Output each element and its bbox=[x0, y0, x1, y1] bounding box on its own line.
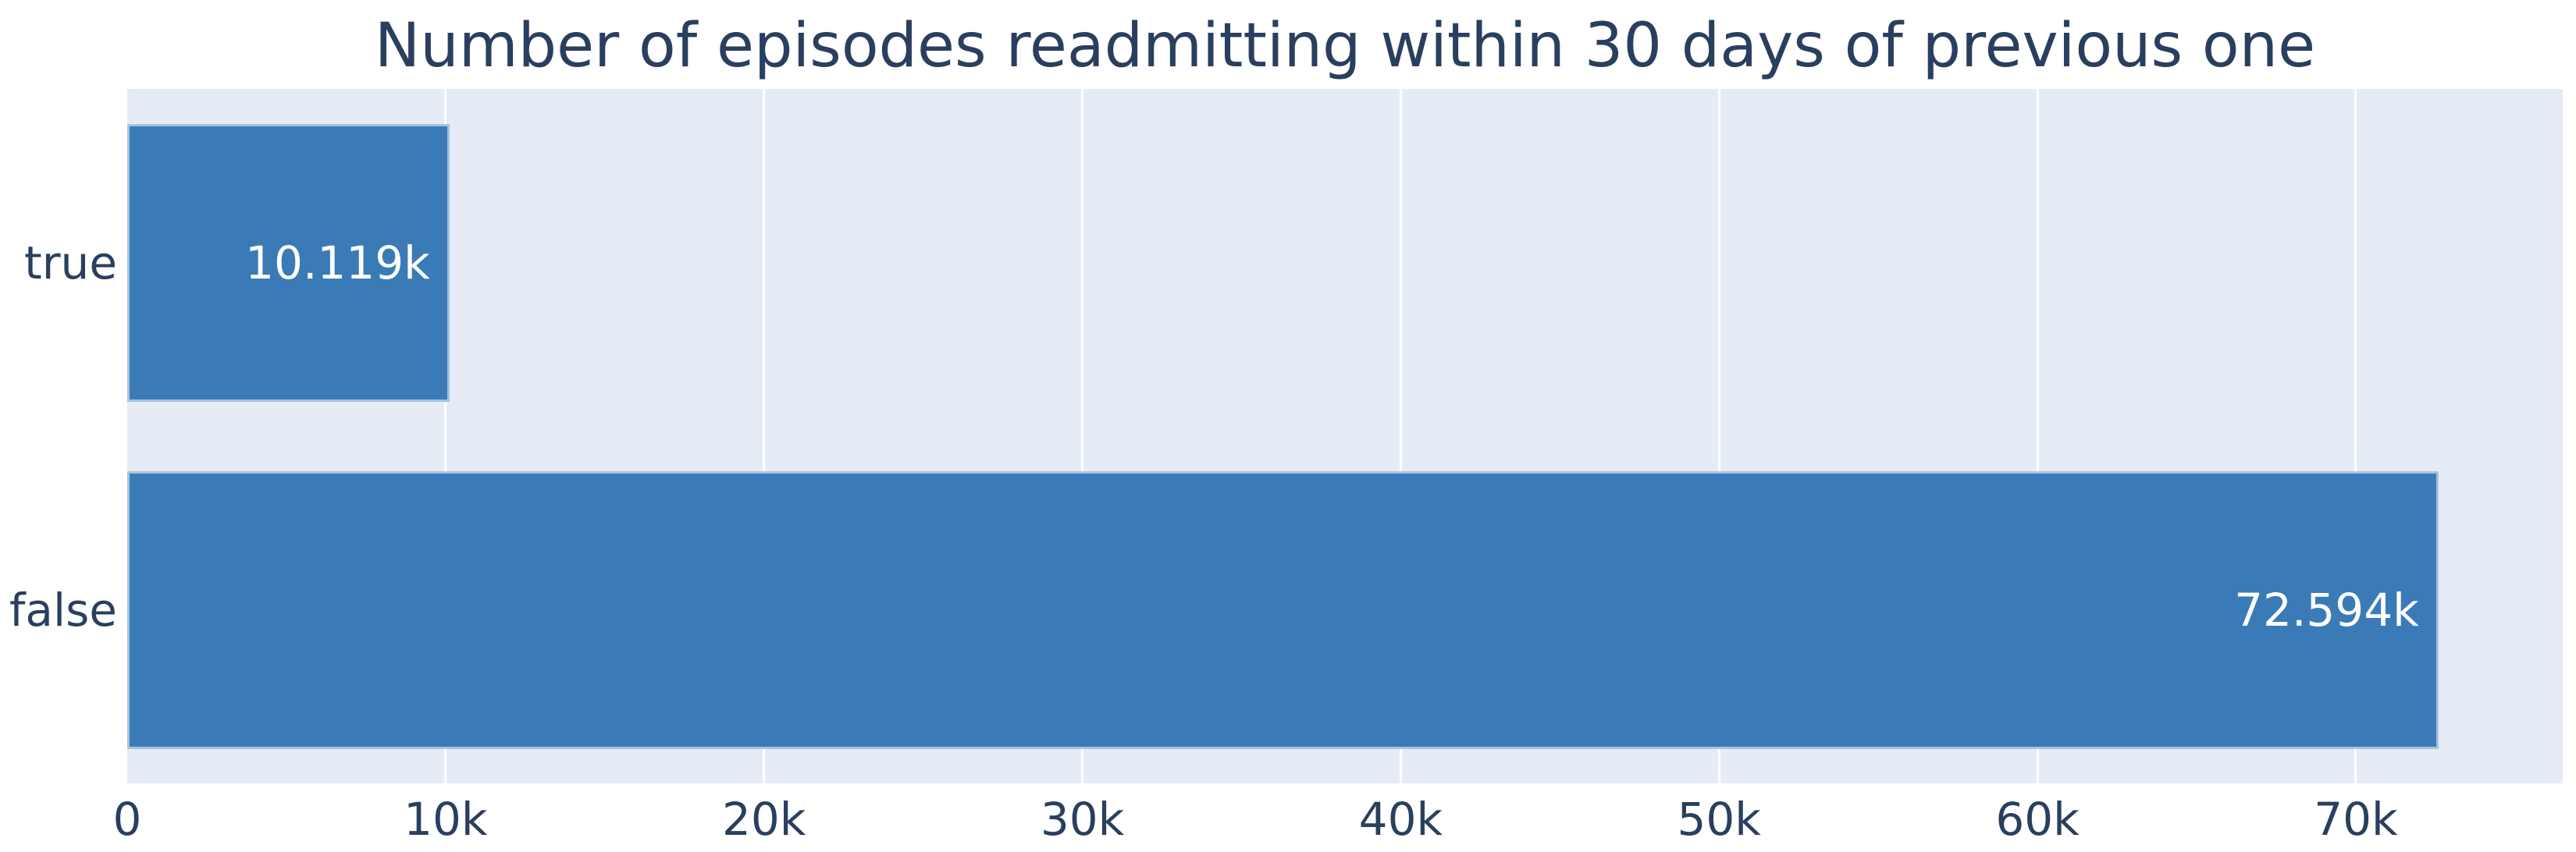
gridline bbox=[1081, 89, 1084, 783]
gridline bbox=[2036, 89, 2039, 783]
gridline bbox=[2354, 89, 2357, 783]
x-tick-label-0: 0 bbox=[112, 793, 142, 846]
bar-true[interactable]: 10.119k bbox=[127, 123, 450, 402]
x-tick-label-60k: 60k bbox=[1995, 793, 2080, 846]
x-tick-label-30k: 30k bbox=[1040, 793, 1125, 846]
gridline bbox=[763, 89, 766, 783]
gridline bbox=[1717, 89, 1720, 783]
bar-value-label-false: 72.594k bbox=[2234, 583, 2419, 637]
x-tick-label-50k: 50k bbox=[1677, 793, 1761, 846]
bar-value-label-true: 10.119k bbox=[245, 236, 430, 289]
x-tick-label-40k: 40k bbox=[1358, 793, 1443, 846]
x-tick-label-20k: 20k bbox=[721, 793, 806, 846]
chart-title: Number of episodes readmitting within 30… bbox=[374, 11, 2316, 81]
gridline bbox=[444, 89, 447, 783]
plot-area: 10.119k 72.594k bbox=[127, 89, 2563, 783]
bar-false[interactable]: 72.594k bbox=[127, 470, 2439, 749]
gridline bbox=[1399, 89, 1402, 783]
y-tick-label-false: false bbox=[9, 584, 117, 637]
x-tick-label-70k: 70k bbox=[2314, 793, 2398, 846]
y-tick-label-true: true bbox=[23, 236, 117, 289]
x-tick-label-10k: 10k bbox=[404, 793, 488, 846]
